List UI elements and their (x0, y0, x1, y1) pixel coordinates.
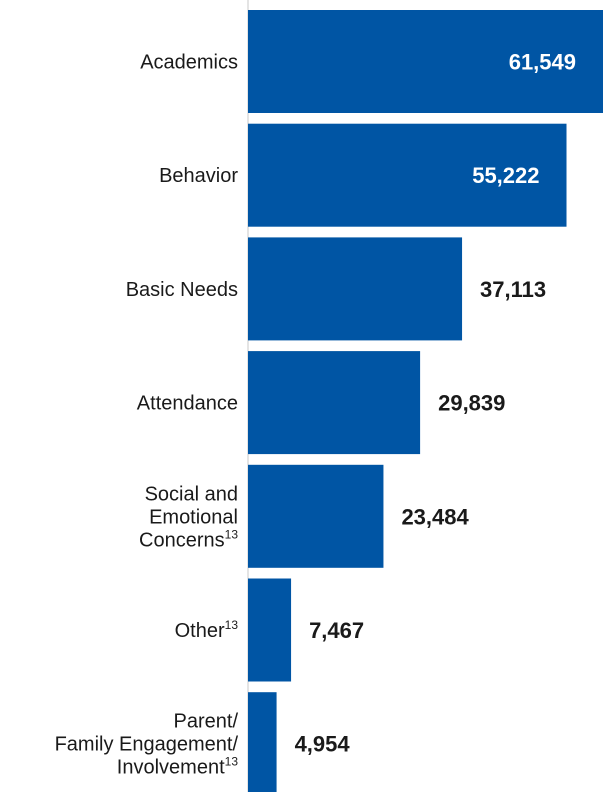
value-label-1: 55,222 (472, 163, 539, 188)
category-label-2: Basic Needs (126, 279, 238, 301)
bar-4 (248, 464, 384, 568)
value-label-3: 29,839 (438, 391, 505, 416)
category-label-5: Other13 (175, 618, 239, 642)
value-label-0: 61,549 (509, 50, 576, 75)
value-label-4: 23,484 (401, 504, 469, 529)
value-labels-group: 61,549 55,222 37,113 29,839 23,484 7,467 4,954 (295, 50, 576, 757)
bar-2 (248, 237, 463, 341)
bar-0 (248, 10, 603, 113)
value-label-5: 7,467 (309, 618, 364, 643)
category-label-3: Attendance (137, 393, 238, 415)
bar-3 (248, 351, 421, 455)
category-labels-group: Academics Behavior Basic Needs Attendance So… (55, 52, 239, 779)
bars-group (248, 10, 603, 792)
category-label-4: Social and Emotional Concerns13 (139, 483, 238, 551)
bar-6 (248, 692, 277, 792)
bar-1 (248, 123, 567, 227)
value-label-6: 4,954 (295, 732, 351, 757)
bar-5 (248, 578, 292, 682)
value-label-2: 37,113 (480, 277, 546, 302)
category-label-0: Academics (140, 52, 238, 74)
category-label-1: Behavior (159, 165, 238, 187)
category-label-6: Parent/Family Engagement/Involvement13 (55, 711, 239, 779)
